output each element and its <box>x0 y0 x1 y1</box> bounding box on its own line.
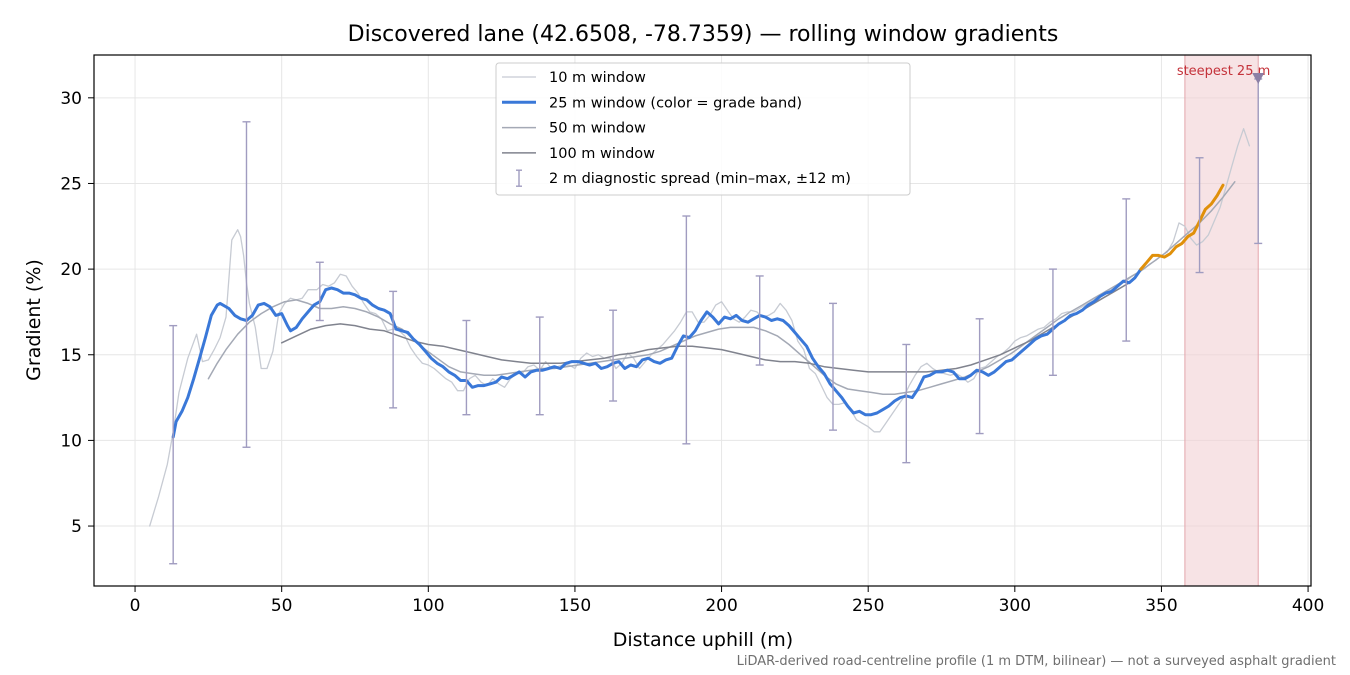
x-tick-label: 350 <box>1145 596 1177 616</box>
x-tick-label: 50 <box>271 596 293 616</box>
legend: 10 m window 25 m window (color = grade ba… <box>495 62 911 196</box>
legend-box <box>495 62 911 196</box>
series-lines <box>149 128 1251 527</box>
y-axis: 5 10 15 20 25 30 <box>60 89 94 537</box>
legend-label-w25: 25 m window (color = grade band) <box>549 95 802 111</box>
series-25m-line <box>171 267 1143 439</box>
error-bars <box>169 72 1265 565</box>
x-tick-label: 150 <box>559 596 591 616</box>
legend-label-w100: 100 m window <box>549 146 655 162</box>
steepest-marker <box>1252 72 1265 84</box>
legend-label-w50: 50 m window <box>549 121 646 137</box>
legend-label-err: 2 m diagnostic spread (min–max, ±12 m) <box>549 171 851 187</box>
x-tick-label: 200 <box>705 596 737 616</box>
y-tick-label: 10 <box>60 431 82 451</box>
x-tick-label: 100 <box>412 596 444 616</box>
series-25m-steep-line <box>1139 183 1225 271</box>
y-tick-label: 30 <box>60 89 82 109</box>
steepest-highlight: steepest 25 m <box>1177 54 1270 587</box>
footnote: LiDAR-derived road-centreline profile (1… <box>737 654 1336 669</box>
y-tick-label: 15 <box>60 346 82 366</box>
x-tick-label: 300 <box>999 596 1031 616</box>
x-tick-label: 250 <box>852 596 884 616</box>
legend-label-w10: 10 m window <box>549 70 646 86</box>
x-axis-label: Distance uphill (m) <box>613 629 793 651</box>
steepest-band <box>1184 54 1259 587</box>
y-tick-label: 5 <box>71 517 82 537</box>
plot-frame <box>93 54 1312 587</box>
series-100m-line <box>280 280 1133 373</box>
x-axis: 0 50 100 150 200 250 300 350 400 <box>130 586 1324 616</box>
y-tick-label: 25 <box>60 174 82 194</box>
steepest-label: steepest 25 m <box>1177 64 1270 79</box>
chart-title: Discovered lane (42.6508, -78.7359) — ro… <box>348 22 1059 47</box>
series-50m-line <box>207 181 1236 395</box>
x-tick-label: 400 <box>1292 596 1324 616</box>
y-tick-label: 20 <box>60 260 82 280</box>
y-axis-label: Gradient (%) <box>23 259 45 381</box>
x-tick-label: 0 <box>130 596 141 616</box>
